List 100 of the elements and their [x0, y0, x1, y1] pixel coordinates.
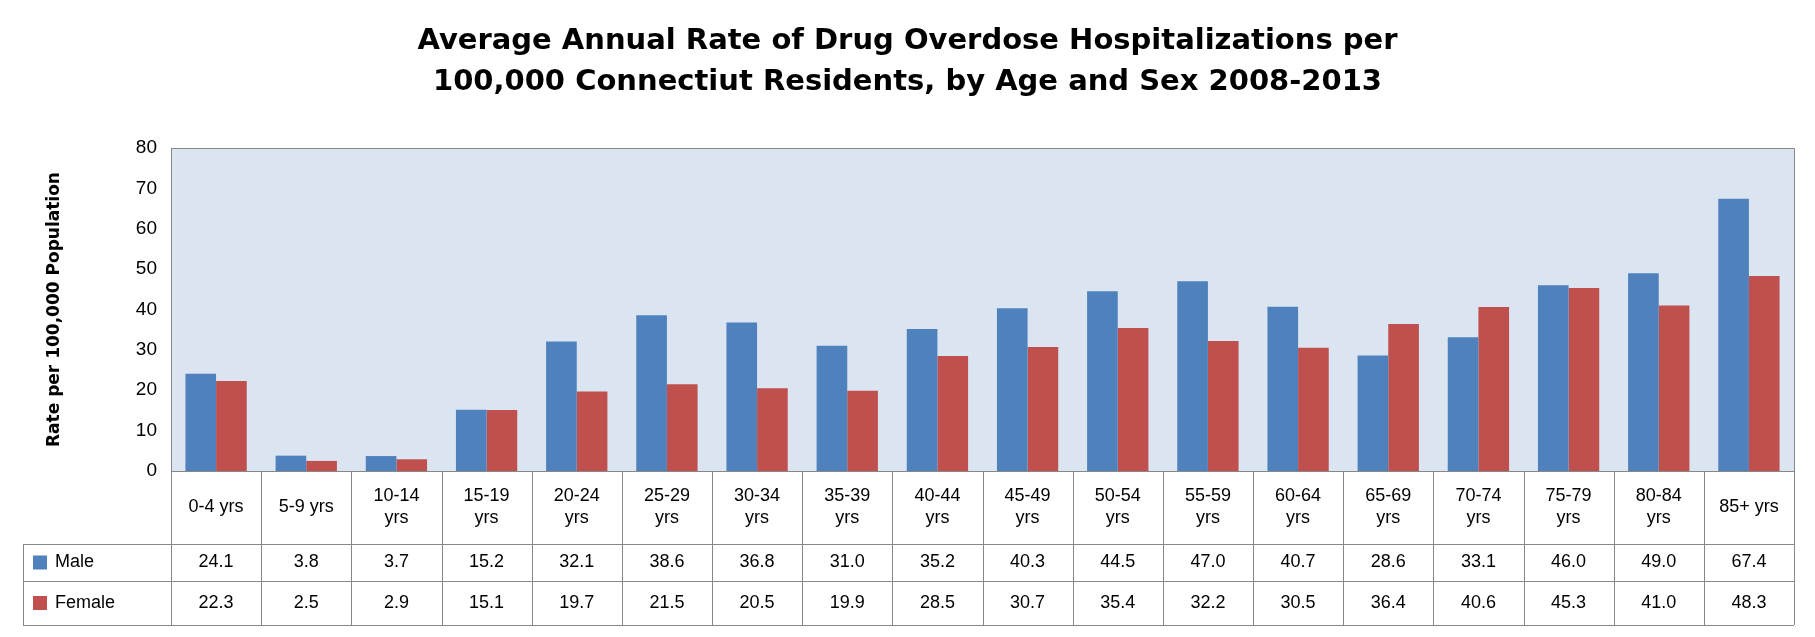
bar	[996, 308, 1028, 471]
data-label: 20.5	[739, 591, 775, 612]
data-label: 32.2	[1190, 591, 1226, 612]
x-tick-label: 0-4 yrs	[188, 496, 244, 517]
bar	[1658, 305, 1690, 471]
bar	[275, 455, 307, 471]
data-label: 35.4	[1100, 591, 1136, 612]
bar	[1447, 337, 1479, 471]
data-label: 19.9	[829, 591, 865, 612]
data-label: 41.0	[1641, 591, 1677, 612]
x-tick-label: 35-39 yrs	[824, 485, 871, 528]
bar	[365, 456, 397, 471]
legend-label: Female	[55, 591, 116, 612]
data-label: 2.9	[383, 591, 409, 612]
data-label: 49.0	[1641, 551, 1677, 572]
data-label: 38.6	[649, 551, 685, 572]
data-label: 44.5	[1100, 551, 1136, 572]
data-label: 19.7	[559, 591, 595, 612]
x-tick-label: 80-84 yrs	[1635, 485, 1682, 528]
data-label: 35.2	[919, 551, 955, 572]
legend-label: Male	[55, 551, 95, 572]
bar	[1718, 198, 1749, 471]
data-label: 48.3	[1731, 591, 1767, 612]
y-axis-title: Rate per 100,000 Population	[42, 172, 63, 447]
bar	[1357, 355, 1389, 471]
data-label: 3.8	[293, 551, 319, 572]
data-label: 36.4	[1370, 591, 1406, 612]
data-label: 28.6	[1370, 551, 1406, 572]
bar	[1628, 273, 1659, 471]
x-tick-label: 25-29 yrs	[643, 485, 690, 528]
data-label: 21.5	[649, 591, 685, 612]
data-label: 15.2	[469, 551, 505, 572]
data-label: 46.0	[1551, 551, 1587, 572]
y-tick-label: 10	[135, 418, 157, 440]
bar	[396, 459, 428, 471]
bar	[847, 390, 878, 471]
chart-title: Average Annual Rate of Drug Overdose Hospitalizations per 100,000 Connectiut Residents, by Age and Sex 2008-2013	[416, 21, 1399, 99]
bar	[666, 384, 698, 471]
bar	[636, 315, 667, 471]
data-label: 40.3	[1010, 551, 1046, 572]
x-tick-label: 70-74 yrs	[1455, 485, 1502, 528]
bar	[937, 355, 969, 471]
bar	[1748, 275, 1780, 471]
y-tick-label: 40	[135, 297, 157, 319]
data-label: 24.1	[198, 551, 234, 572]
bar	[1388, 324, 1419, 471]
x-tick-label: 40-44 yrs	[914, 485, 961, 528]
bar	[576, 391, 608, 471]
bar	[185, 373, 217, 471]
bar	[1568, 288, 1600, 471]
bar	[1478, 307, 1510, 471]
x-tick-label: 10-14 yrs	[373, 485, 420, 528]
y-tick-label: 60	[135, 216, 157, 238]
bar	[1267, 306, 1299, 471]
data-label: 15.1	[469, 591, 505, 612]
x-tick-label: 15-19 yrs	[463, 485, 510, 528]
bar	[726, 322, 758, 471]
x-tick-label: 30-34 yrs	[734, 485, 781, 528]
data-label: 30.5	[1280, 591, 1316, 612]
data-label: 45.3	[1551, 591, 1587, 612]
x-tick-label: 55-59 yrs	[1184, 485, 1231, 528]
x-tick-label: 50-54 yrs	[1094, 485, 1141, 528]
bar	[816, 345, 848, 471]
data-label: 3.7	[383, 551, 409, 572]
data-label: 31.0	[829, 551, 865, 572]
data-label: 28.5	[919, 591, 955, 612]
data-label: 40.6	[1460, 591, 1496, 612]
x-tick-label: 65-69 yrs	[1365, 485, 1412, 528]
y-tick-label: 80	[135, 136, 157, 158]
bar	[1537, 285, 1569, 471]
data-label: 33.1	[1460, 551, 1496, 572]
data-label: 2.5	[293, 591, 319, 612]
bar	[216, 380, 247, 471]
bar	[757, 388, 788, 471]
x-tick-label: 20-24 yrs	[553, 485, 600, 528]
x-tick-label: 85+ yrs	[1719, 496, 1779, 517]
y-tick-label: 50	[135, 257, 157, 279]
y-tick-label: 70	[135, 176, 157, 198]
bar	[546, 341, 577, 471]
x-tick-label: 60-64 yrs	[1275, 485, 1322, 528]
bar	[486, 410, 518, 471]
data-label: 47.0	[1190, 551, 1226, 572]
x-tick-label: 5-9 yrs	[278, 496, 334, 517]
y-tick-label: 0	[146, 459, 157, 481]
bar	[1087, 291, 1118, 471]
bar	[306, 460, 337, 471]
data-label: 32.1	[559, 551, 595, 572]
x-tick-label: 45-49 yrs	[1004, 485, 1051, 528]
x-tick-label: 75-79 yrs	[1545, 485, 1592, 528]
bar	[1298, 347, 1329, 471]
data-label: 67.4	[1731, 551, 1767, 572]
data-label: 40.7	[1280, 551, 1316, 572]
bar	[455, 409, 487, 471]
bar	[1177, 281, 1208, 471]
bar	[1117, 328, 1149, 471]
bar	[1207, 340, 1239, 471]
y-tick-label: 20	[135, 378, 157, 400]
bar	[906, 328, 938, 471]
bar	[1027, 347, 1059, 471]
data-label: 36.8	[739, 551, 775, 572]
